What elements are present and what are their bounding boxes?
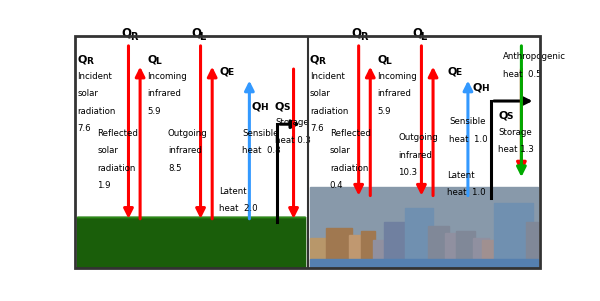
Bar — [310, 259, 538, 268]
Text: Incident: Incident — [77, 72, 112, 81]
Text: Anthropogenic: Anthropogenic — [503, 52, 566, 61]
Text: Q: Q — [498, 110, 508, 120]
Text: Reflected: Reflected — [330, 129, 371, 138]
Text: Q: Q — [352, 26, 362, 40]
Text: S: S — [283, 103, 290, 112]
Text: R: R — [86, 57, 92, 66]
Text: Reflected: Reflected — [97, 129, 138, 138]
Text: heat 1.3: heat 1.3 — [498, 145, 534, 154]
Text: infrared: infrared — [168, 146, 202, 155]
Text: 7.6: 7.6 — [77, 124, 91, 133]
Text: Outgoing: Outgoing — [168, 129, 208, 138]
Text: solar: solar — [310, 89, 331, 98]
Text: heat 0.3: heat 0.3 — [275, 136, 311, 145]
Text: L: L — [386, 57, 391, 66]
Bar — [310, 238, 335, 268]
Text: infrared: infrared — [147, 89, 181, 98]
Bar — [428, 226, 449, 268]
Text: 10.3: 10.3 — [398, 168, 418, 177]
Text: Q: Q — [473, 82, 482, 92]
Text: Q: Q — [275, 101, 284, 111]
Bar — [361, 231, 375, 268]
Text: solar: solar — [77, 89, 98, 98]
Text: H: H — [260, 103, 268, 112]
Text: R: R — [130, 32, 137, 42]
Text: radiation: radiation — [330, 164, 368, 172]
Text: heat  0.8: heat 0.8 — [242, 146, 281, 155]
Text: Storage: Storage — [275, 118, 309, 127]
Bar — [349, 235, 368, 268]
Bar — [77, 217, 305, 268]
Text: heat  1.0: heat 1.0 — [447, 188, 485, 197]
Text: 5.9: 5.9 — [377, 107, 391, 116]
Text: Incoming: Incoming — [377, 72, 417, 81]
Bar — [456, 231, 475, 268]
Text: Storage: Storage — [498, 128, 532, 137]
Text: Q: Q — [252, 101, 261, 111]
Text: Q: Q — [191, 26, 201, 40]
Text: S: S — [506, 112, 513, 121]
Text: Incoming: Incoming — [147, 72, 187, 81]
Text: radiation: radiation — [310, 107, 348, 116]
Bar — [526, 222, 538, 268]
Text: L: L — [155, 57, 161, 66]
Text: heat  2.0: heat 2.0 — [219, 204, 258, 213]
Text: Latent: Latent — [219, 187, 247, 196]
Bar — [405, 208, 433, 268]
Text: 1.9: 1.9 — [97, 181, 111, 190]
Text: E: E — [227, 68, 233, 77]
Text: 5.9: 5.9 — [147, 107, 161, 116]
Text: Sensible: Sensible — [242, 129, 279, 138]
Bar — [482, 240, 496, 268]
Text: Q: Q — [412, 26, 422, 40]
Bar — [384, 222, 412, 268]
Text: solar: solar — [97, 146, 118, 155]
Text: L: L — [200, 32, 206, 42]
Text: Q: Q — [121, 26, 131, 40]
Bar — [310, 187, 538, 268]
Text: Q: Q — [447, 66, 457, 76]
Text: Outgoing: Outgoing — [398, 133, 438, 142]
Text: Q: Q — [310, 55, 319, 65]
Text: Q: Q — [377, 55, 386, 65]
Bar — [493, 203, 533, 268]
Text: infrared: infrared — [398, 151, 432, 160]
Text: H: H — [481, 84, 488, 93]
Bar — [473, 238, 489, 268]
Text: 0.4: 0.4 — [330, 181, 343, 190]
Text: Q: Q — [147, 55, 157, 65]
Bar — [445, 233, 463, 268]
Text: Q: Q — [219, 66, 229, 76]
Text: infrared: infrared — [377, 89, 411, 98]
Bar — [373, 240, 396, 268]
Text: 7.6: 7.6 — [310, 124, 323, 133]
Text: E: E — [455, 68, 461, 77]
Text: R: R — [360, 32, 368, 42]
Text: Sensible: Sensible — [449, 117, 486, 126]
Text: R: R — [318, 57, 325, 66]
Text: 8.5: 8.5 — [168, 164, 182, 172]
Text: radiation: radiation — [77, 107, 116, 116]
Text: solar: solar — [330, 146, 350, 155]
Text: L: L — [421, 32, 427, 42]
Text: Latent: Latent — [447, 171, 475, 180]
Text: Q: Q — [77, 55, 87, 65]
Text: heat  0.5: heat 0.5 — [503, 70, 541, 79]
Text: radiation: radiation — [97, 164, 136, 172]
Text: Incident: Incident — [310, 72, 344, 81]
Bar — [326, 228, 352, 268]
Text: heat  1.0: heat 1.0 — [449, 135, 488, 144]
